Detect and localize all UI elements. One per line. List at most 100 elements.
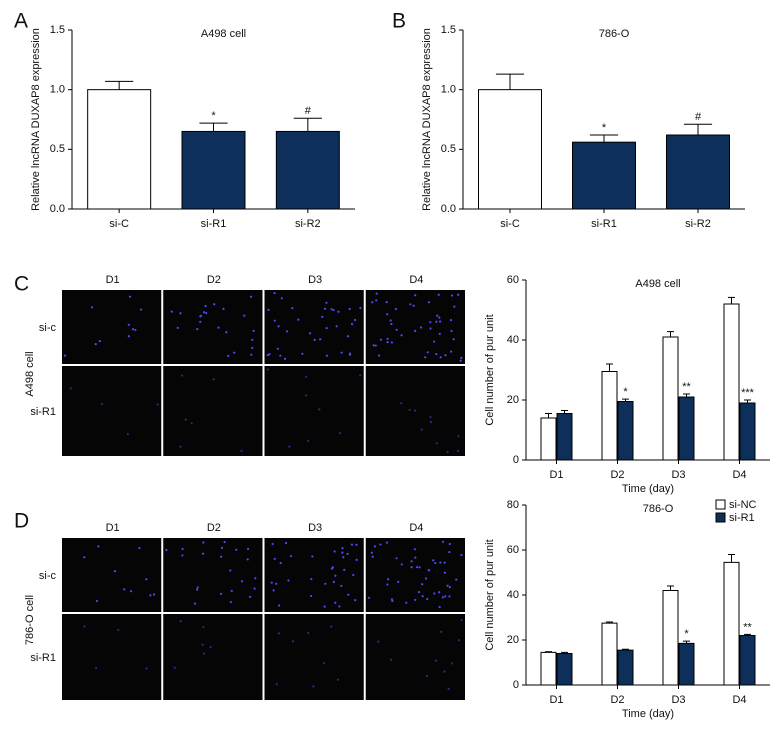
cell-dot <box>405 601 408 604</box>
cell-dot <box>448 550 451 554</box>
cell-dot <box>385 300 388 304</box>
cell-dot <box>254 577 257 580</box>
cell-dot <box>346 552 349 556</box>
cell-dot <box>325 354 328 357</box>
cell-dot <box>408 408 411 412</box>
cell-dot <box>457 435 460 438</box>
cell-dot <box>313 338 316 341</box>
column-label: D3 <box>308 522 322 534</box>
cell-dot <box>335 325 338 328</box>
cell-dot <box>371 555 374 558</box>
cell-dot <box>332 308 335 312</box>
y-tick-label: 0.5 <box>50 143 65 155</box>
cell-dot <box>359 374 362 377</box>
cell-dot <box>201 643 204 646</box>
row-title: 786-O cell <box>24 595 36 645</box>
cell-dot <box>424 356 427 359</box>
significance-label: # <box>695 111 702 123</box>
cell-dot <box>338 605 341 608</box>
legend-label: si-R1 <box>729 512 755 524</box>
cell-dot <box>444 595 447 598</box>
cell-dot <box>379 338 383 341</box>
bar <box>739 402 756 461</box>
cell-dot <box>420 428 423 431</box>
row-label: si-c <box>39 570 57 582</box>
cell-dot <box>117 628 120 632</box>
cell-dot <box>348 353 352 356</box>
cell-dot <box>202 541 205 544</box>
cell-dot <box>131 328 135 331</box>
significance-label: * <box>211 110 216 122</box>
cell-dot <box>94 343 97 346</box>
bar <box>617 401 634 461</box>
cell-dot <box>425 674 429 678</box>
cell-dot <box>246 547 250 550</box>
cell-dot <box>409 303 412 306</box>
cell-dot <box>397 580 400 583</box>
cell-dot <box>400 563 403 566</box>
cell-dot <box>152 593 156 596</box>
cell-dot <box>435 659 438 662</box>
cell-dot <box>209 645 212 649</box>
cell-dot <box>421 583 424 586</box>
cell-dot <box>323 662 326 665</box>
cell-dot <box>341 547 344 550</box>
cell-dot <box>410 560 413 563</box>
panel-letter: A <box>14 10 28 33</box>
chart-title: A498 cell <box>201 28 246 40</box>
cell-dot <box>427 301 431 304</box>
cell-dot <box>279 561 282 565</box>
cell-dot <box>181 547 184 551</box>
cell-dot <box>379 543 382 546</box>
chart-title: 786-O <box>599 28 630 40</box>
micrograph <box>62 366 162 456</box>
cell-dot <box>446 584 449 587</box>
y-tick-label: 0 <box>513 679 519 691</box>
cell-dot <box>367 596 370 599</box>
cell-dot <box>450 294 454 297</box>
cell-dot <box>385 541 389 544</box>
cell-dot <box>438 605 441 609</box>
cell-dot <box>420 326 423 329</box>
cell-dot <box>217 326 220 329</box>
column-label: D4 <box>409 274 423 286</box>
micrograph <box>62 614 162 700</box>
cell-dot <box>447 687 450 690</box>
cell-dot <box>270 581 273 584</box>
cell-dot <box>375 292 378 295</box>
cell-dot <box>340 584 343 587</box>
cell-dot <box>145 578 148 581</box>
chart-title: A498 cell <box>635 278 680 290</box>
cell-dot <box>287 579 290 582</box>
cell-dot <box>98 340 101 343</box>
cell-dot <box>389 658 393 661</box>
cell-dot <box>170 310 173 313</box>
cell-dot <box>229 569 232 572</box>
legend-swatch <box>715 499 726 510</box>
cell-dot <box>196 588 199 591</box>
cell-dot <box>307 439 310 442</box>
micrograph <box>264 290 364 364</box>
cell-dot <box>437 293 440 296</box>
x-tick-label: si-C <box>500 218 520 230</box>
cell-dot <box>460 356 463 359</box>
cell-dot <box>284 541 288 545</box>
cell-dot <box>271 542 274 546</box>
cell-dot <box>312 685 315 688</box>
cell-dot <box>220 555 223 558</box>
cell-dot <box>372 344 375 347</box>
cell-dot <box>179 620 182 623</box>
cell-dot <box>297 318 300 321</box>
cell-dot <box>435 442 438 445</box>
row-label: si-R1 <box>30 652 56 664</box>
y-axis-label: Relative lncRNA DUXAP8 expression <box>421 28 433 211</box>
cell-dot <box>427 568 430 572</box>
cell-dot <box>452 338 455 341</box>
y-tick-label: 0.5 <box>441 143 456 155</box>
cell-dot <box>418 566 421 569</box>
cell-dot <box>346 335 350 338</box>
panel-letter: D <box>14 510 29 533</box>
cell-dot <box>319 338 322 341</box>
cell-dot <box>252 329 255 333</box>
y-tick-label: 40 <box>507 334 519 346</box>
